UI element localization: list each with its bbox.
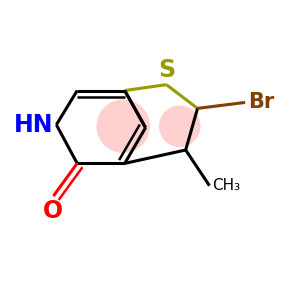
Text: Br: Br [248, 92, 274, 112]
Circle shape [159, 105, 200, 147]
Text: CH₃: CH₃ [212, 178, 241, 193]
Text: S: S [158, 58, 175, 82]
Text: HN: HN [14, 113, 53, 137]
Text: O: O [43, 199, 64, 223]
Circle shape [97, 100, 150, 153]
